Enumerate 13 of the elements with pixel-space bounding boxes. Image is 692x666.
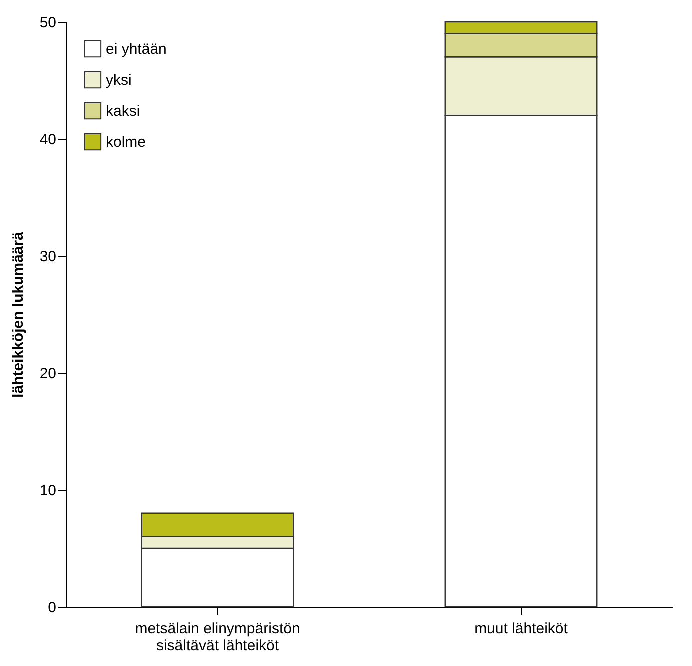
legend-label: kolme bbox=[106, 134, 146, 151]
y-tick-label: 50 bbox=[40, 14, 56, 32]
x-tick-label: muut lähteiköt bbox=[474, 620, 569, 638]
legend-label: ei yhtään bbox=[106, 41, 167, 58]
y-tick-label: 30 bbox=[40, 248, 56, 266]
x-tick-label: metsälain elinympäristön sisältävät lähteiköt bbox=[135, 620, 300, 654]
y-tick-label: 0 bbox=[48, 600, 56, 616]
legend-label: yksi bbox=[106, 72, 132, 89]
y-tick-label: 40 bbox=[40, 132, 56, 148]
legend-label: kaksi bbox=[106, 103, 140, 120]
y-tick-label: 10 bbox=[40, 482, 56, 500]
y-axis-title: lähteikköjen lukumäärä bbox=[10, 231, 27, 398]
y-tick-label: 20 bbox=[40, 366, 56, 382]
